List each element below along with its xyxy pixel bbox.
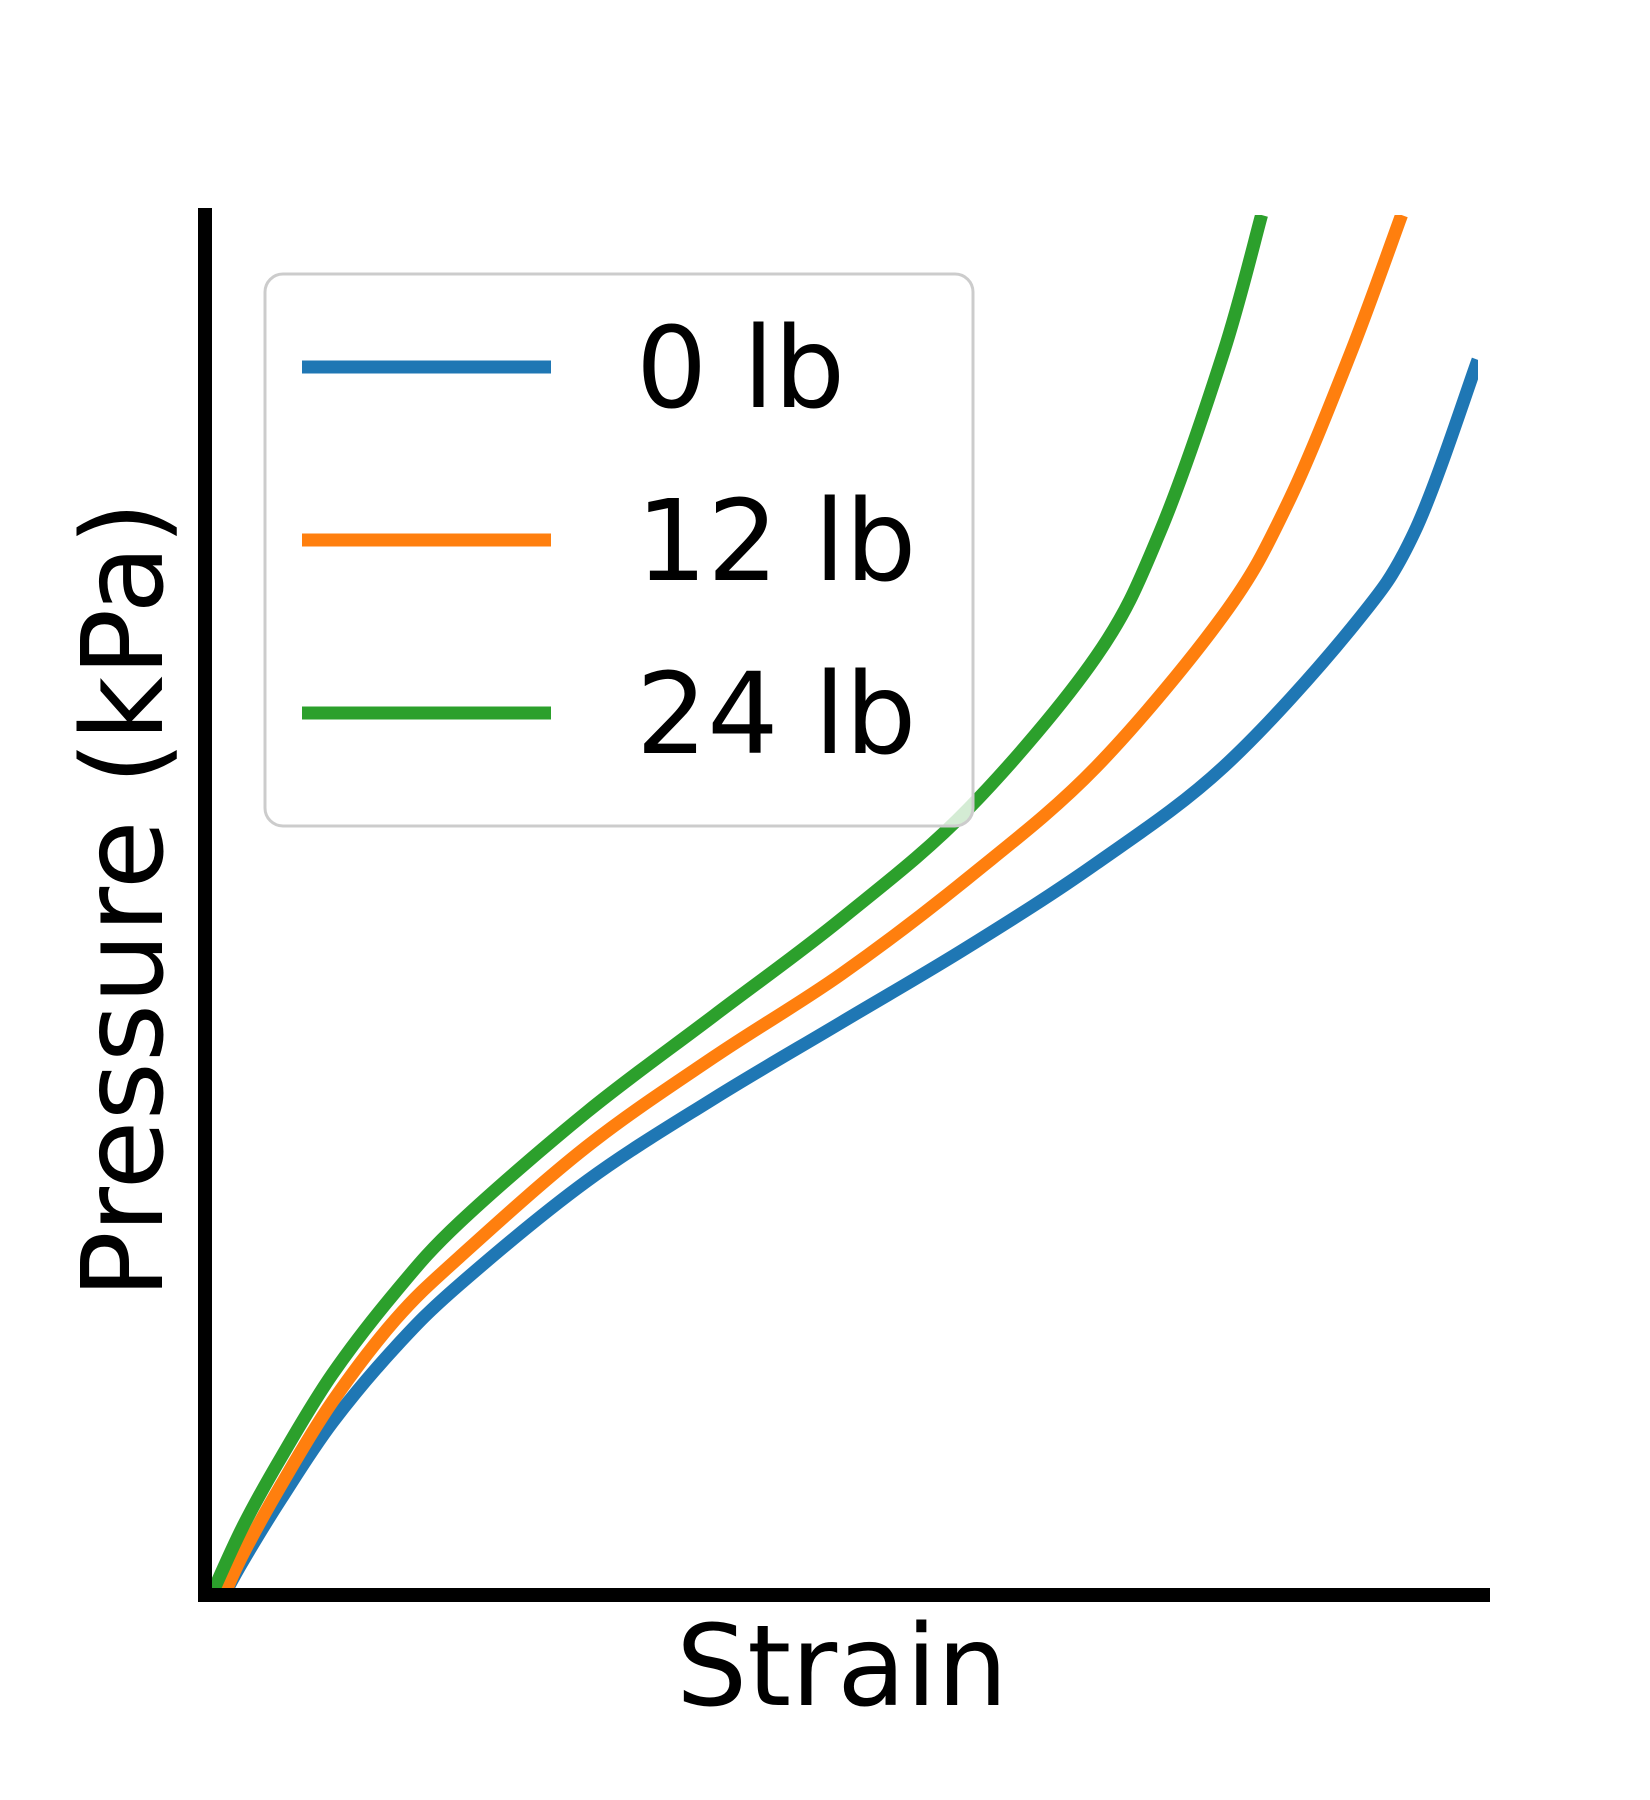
x-axis-label: Strain	[676, 1602, 1008, 1732]
series-line-3	[205, 215, 1268, 1595]
series-line-1	[218, 357, 1478, 1595]
series-layer	[205, 215, 1478, 1595]
series-line-2	[218, 215, 1408, 1595]
legend-box	[263, 272, 975, 828]
legend-label-3: 24 lb	[636, 650, 916, 780]
legend-label-2: 12 lb	[636, 477, 916, 607]
legend: 0 lb 12 lb 24 lb	[263, 272, 975, 828]
legend-items: 0 lb 12 lb 24 lb	[302, 304, 916, 780]
y-axis-label: Pressure (kPa)	[59, 501, 189, 1298]
legend-label-1: 0 lb	[636, 304, 845, 434]
